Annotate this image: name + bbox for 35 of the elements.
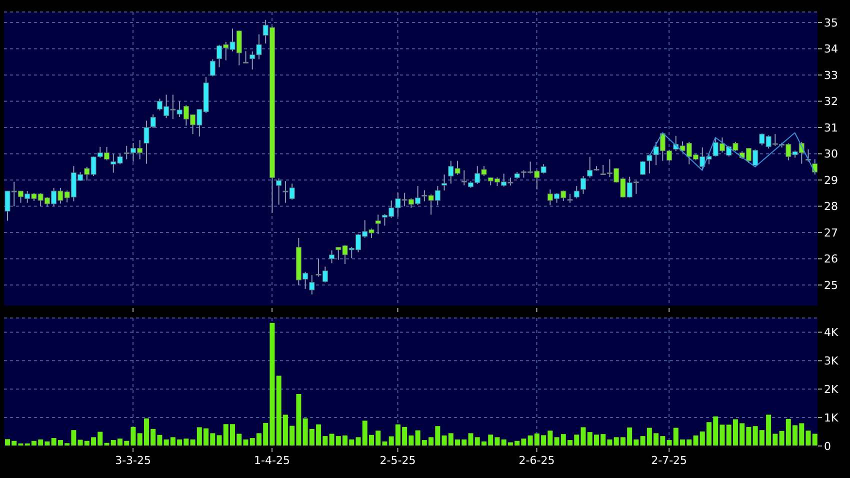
x-tick-label: 1-4-25 xyxy=(254,454,290,467)
candlestick xyxy=(242,50,248,64)
candlestick xyxy=(329,250,335,264)
y-tick-label: 25 xyxy=(824,278,838,292)
candlestick xyxy=(210,58,216,77)
y-tick-label: 0 xyxy=(824,440,831,453)
y-tick-label: 27 xyxy=(824,226,838,240)
y-tick-label: 35 xyxy=(824,16,838,30)
candlestick xyxy=(574,186,580,199)
y-tick-label: 34 xyxy=(824,42,838,56)
candlestick xyxy=(640,160,646,176)
y-tick-label: 2K xyxy=(824,383,839,396)
y-tick-label: 28 xyxy=(824,200,838,214)
candlestick xyxy=(150,114,156,129)
y-tick-label: 26 xyxy=(824,252,838,266)
y-tick-label: 30 xyxy=(824,148,838,161)
candlestick xyxy=(461,170,467,186)
candlestick xyxy=(646,154,652,174)
x-tick-label: 2-6-25 xyxy=(518,454,555,467)
x-tick-label: 3-3-25 xyxy=(115,454,152,467)
y-tick-label: 32 xyxy=(824,95,838,108)
candlestick xyxy=(375,214,381,235)
y-tick-label: 31 xyxy=(824,121,838,134)
y-tick-label: 29 xyxy=(824,174,838,187)
y-tick-label: 1K xyxy=(824,411,839,424)
y-tick-label: 3K xyxy=(824,354,839,368)
x-tick-label: 2-5-25 xyxy=(380,454,416,467)
candlestick xyxy=(309,274,315,295)
candlestick xyxy=(276,178,282,206)
y-tick-label: 4K xyxy=(824,326,839,340)
candlestick xyxy=(442,174,448,191)
candlestick xyxy=(144,120,150,164)
x-tick-label: 2-7-25 xyxy=(651,454,688,467)
y-tick-label: 33 xyxy=(824,68,838,82)
candlestick xyxy=(580,176,586,194)
